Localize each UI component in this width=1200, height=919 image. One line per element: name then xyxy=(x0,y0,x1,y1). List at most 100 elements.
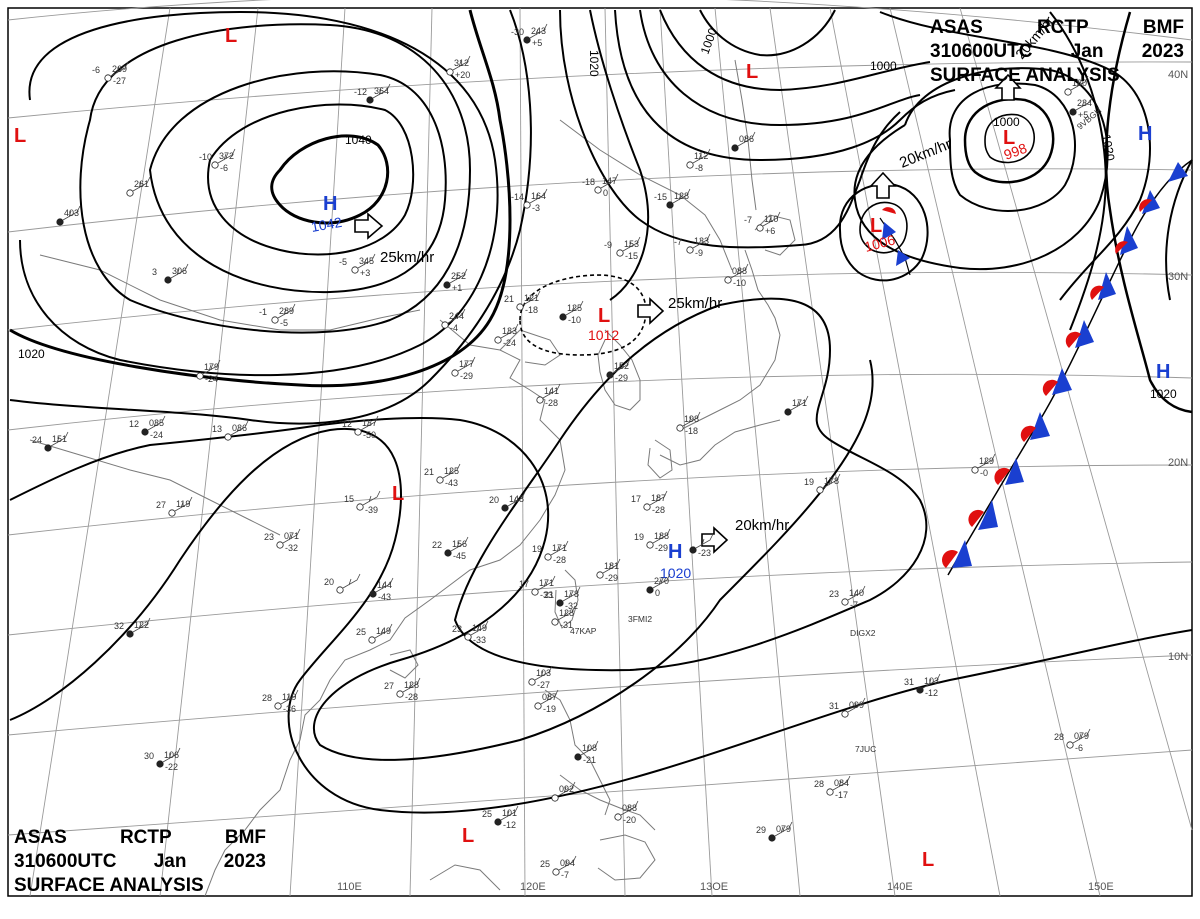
isobar-label: 1000 xyxy=(993,115,1020,129)
wind-barb xyxy=(162,747,181,763)
graticule xyxy=(7,0,1193,897)
high-center-east: H xyxy=(1138,123,1152,145)
station-circle xyxy=(689,546,697,554)
station-tendency: -0 xyxy=(980,468,988,478)
station-plot: 152-29 xyxy=(606,358,631,383)
station-tendency: -50 xyxy=(363,430,376,440)
motion-speed-2: 25km/hr xyxy=(668,295,722,312)
header-time: 310600UTC xyxy=(14,851,117,872)
station-plot: 112-8 xyxy=(686,148,711,173)
station-pressure: 270 xyxy=(654,576,669,586)
station-plot: 171 xyxy=(784,395,809,416)
station-tendency: +20 xyxy=(455,70,470,80)
station-temperature: -18 xyxy=(582,177,595,187)
station-plot: 15 -39 xyxy=(344,490,381,515)
wind-barb xyxy=(529,23,548,39)
wind-barb xyxy=(537,575,556,591)
coast-japan xyxy=(679,249,781,431)
isobar-low998-1000 xyxy=(963,97,1055,184)
station-circle xyxy=(1069,108,1077,116)
station-plot: 20 148 xyxy=(489,491,526,512)
meridian-150e xyxy=(889,7,1101,897)
station-circle xyxy=(594,186,602,194)
wind-barb xyxy=(847,585,866,601)
isobars xyxy=(9,9,1193,814)
coast-hokkaido xyxy=(754,214,796,256)
station-circle xyxy=(126,189,134,197)
station-plot: 25 094 -7 xyxy=(540,855,577,880)
station-plot: 088-20 xyxy=(614,800,639,825)
isobar-1020-center xyxy=(9,359,874,761)
station-circle xyxy=(354,428,362,436)
front-low1006 xyxy=(879,207,911,276)
wind-barb xyxy=(500,805,519,821)
station-pressure: 306 xyxy=(172,266,187,276)
station-pressure: 099 xyxy=(849,700,864,710)
wind-barb xyxy=(562,586,581,602)
station-circle xyxy=(574,753,582,761)
station-plot: 088-10 xyxy=(724,263,749,288)
station-plot: 177-29 xyxy=(451,356,476,381)
station-tendency: 0 xyxy=(603,188,608,198)
station-circle xyxy=(916,686,924,694)
motion-arrow-3 xyxy=(701,526,729,554)
station-circle xyxy=(494,818,502,826)
station-circle xyxy=(536,396,544,404)
station-circle xyxy=(1066,741,1074,749)
station-pressure: 103 xyxy=(924,676,939,686)
station-temperature: 17 xyxy=(631,494,641,504)
station-tendency: -9 xyxy=(695,248,703,258)
station-circle xyxy=(666,201,674,209)
station-plot: -18 147 0 xyxy=(582,173,619,198)
wind-barb xyxy=(450,536,469,552)
coast-china xyxy=(299,319,566,741)
station-tendency: +5 xyxy=(1078,110,1088,120)
ship-id: 47KAP xyxy=(570,626,597,636)
wind-barb xyxy=(500,323,519,339)
station-temperature: 13 xyxy=(212,424,222,434)
station-tendency: -20 xyxy=(623,815,636,825)
station-pressure: 133 xyxy=(502,326,517,336)
isobar-low998-1008 xyxy=(853,67,1109,271)
station-pressure: 137 xyxy=(362,418,377,428)
wind-barb xyxy=(557,781,576,797)
station-temperature: 29 xyxy=(756,825,766,835)
station-plot: 23 149 -33 xyxy=(452,620,489,645)
station-plot: 21 121 -18 xyxy=(504,290,541,315)
high-center-1020: H 1020 xyxy=(660,541,691,581)
station-tendency: -24 xyxy=(150,430,163,440)
station-tendency: -10 xyxy=(568,315,581,325)
station-tendency: -29 xyxy=(615,373,628,383)
station-circle xyxy=(556,599,564,607)
station-pressure: 119 xyxy=(176,499,190,509)
station-tendency: -18 xyxy=(685,426,698,436)
front-stationary xyxy=(941,159,1193,576)
station-pressure: 171 xyxy=(792,398,807,408)
station-circle xyxy=(443,281,451,289)
station-temperature: 19 xyxy=(634,532,644,542)
station-pressure: 244 xyxy=(449,311,464,321)
station-pressure: 364 xyxy=(374,86,389,96)
header-code: BMF xyxy=(224,827,266,848)
station-plot: 24 151 xyxy=(32,431,69,452)
header-year: 2023 xyxy=(223,851,266,872)
station-pressure: 128 xyxy=(559,608,574,618)
meridian-145e xyxy=(829,7,1001,897)
coast-luzon xyxy=(544,689,611,816)
station-circle xyxy=(841,598,849,606)
low-center-998: L 998 xyxy=(1002,127,1030,163)
meridian-105e xyxy=(159,7,259,897)
station-pressure: 144 xyxy=(377,580,392,590)
station-plot: -1 289 -5 xyxy=(259,303,296,328)
motion-speed-3: 20km/hr xyxy=(735,517,789,534)
station-plot: 29 079 xyxy=(756,821,793,842)
station-tendency: -29 xyxy=(460,371,473,381)
station-temperature: 24 xyxy=(32,435,42,445)
wind-barb xyxy=(202,359,221,375)
isobar-1028 xyxy=(79,23,472,334)
wind-barb xyxy=(282,528,301,544)
wind-barb xyxy=(649,490,668,506)
station-plot: 21 125 -43 xyxy=(424,463,461,488)
isobar-label: 1040 xyxy=(345,133,372,147)
